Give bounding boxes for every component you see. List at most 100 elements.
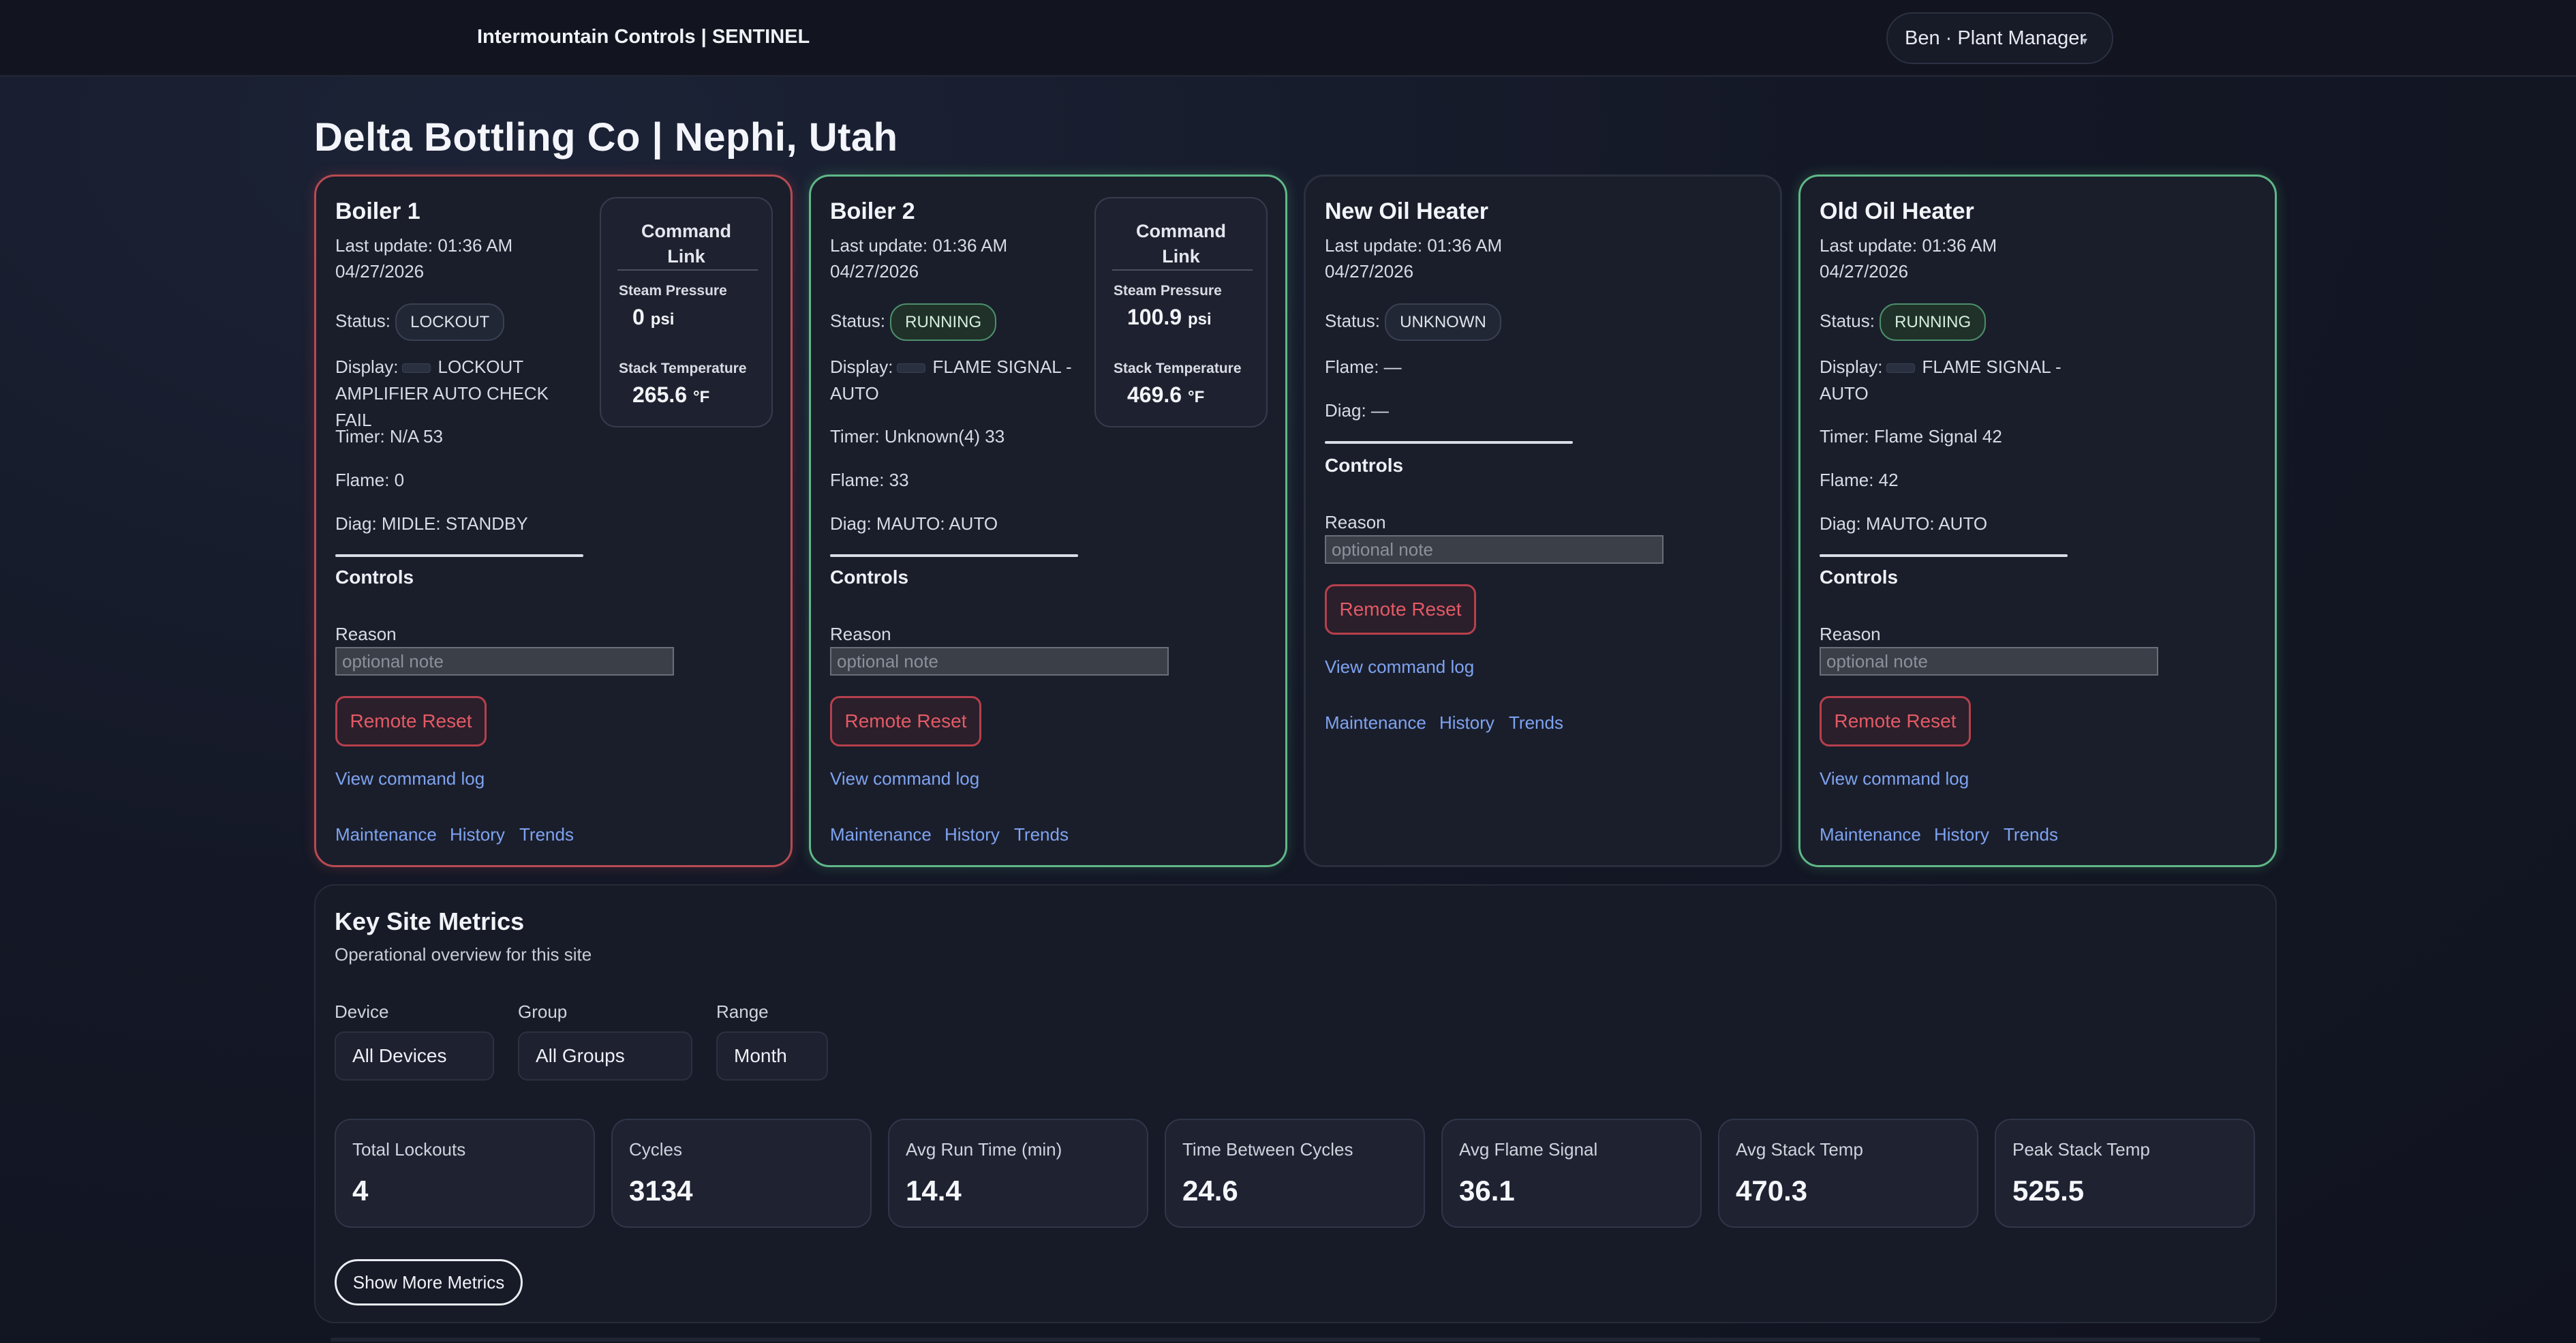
device-card-old-oil-heater: Old Oil Heater Last update: 01:36 AM 04/… [1798,175,2277,867]
remote-reset-button[interactable]: Remote Reset [1325,584,1476,635]
command-link-panel: Command Link Steam Pressure 0 psi Stack T… [600,197,773,427]
metric-value: 470.3 [1736,1175,1808,1207]
metric-tile-total-lockouts: Total Lockouts 4 [335,1119,595,1228]
trends-link[interactable]: Trends [2004,824,2058,845]
device-select[interactable]: All Devices [335,1031,494,1081]
divider [335,554,583,557]
controls-heading: Controls [335,567,414,588]
remote-reset-button[interactable]: Remote Reset [335,696,487,746]
metric-label: Avg Run Time (min) [906,1139,1062,1160]
status-row: Status: UNKNOWN [1325,303,1501,341]
history-link[interactable]: History [450,824,505,845]
show-more-metrics-button[interactable]: Show More Metrics [335,1259,523,1306]
history-link[interactable]: History [945,824,1000,845]
reason-label: Reason [830,624,891,644]
trends-link[interactable]: Trends [1509,712,1563,733]
device-card-boiler-2: Boiler 2 Last update: 01:36 AM 04/27/202… [809,175,1287,867]
display-indicator [897,363,926,374]
display-row: Display: FLAME SIGNAL - AUTO [1820,354,2072,407]
group-filter-label: Group [518,1001,568,1022]
reason-input[interactable] [830,647,1169,676]
maintenance-link[interactable]: Maintenance [1820,824,1921,845]
range-select[interactable]: Month [716,1031,828,1081]
view-command-log-link[interactable]: View command log [335,768,485,789]
reason-label: Reason [335,624,397,644]
controls-heading: Controls [1325,455,1404,476]
flame-text: Flame: 33 [830,470,909,490]
display-label: Display: [335,357,399,377]
divider [830,554,1078,557]
reason-input[interactable] [335,647,674,676]
stack-temperature-label: Stack Temperature [619,361,747,376]
history-link[interactable]: History [1439,712,1494,733]
metric-tile-cycles: Cycles 3134 [611,1119,872,1228]
display-row: Display: LOCKOUT AMPLIFIER AUTO CHECK FAI… [335,354,581,434]
view-command-log-link[interactable]: View command log [1820,768,1969,789]
trends-link[interactable]: Trends [519,824,574,845]
update-date: 04/27/2026 [1820,261,1909,282]
metric-value: 525.5 [2012,1175,2085,1207]
last-update: Last update: 01:36 AM [335,235,513,256]
next-section-edge [331,1338,2260,1342]
user-menu-button[interactable]: Ben · Plant Manager ▾ [1886,12,2113,64]
chevron-down-icon: ▾ [2081,35,2087,47]
metric-label: Avg Stack Temp [1736,1139,1863,1160]
status-label: Status: [335,310,390,331]
display-line-2: AMPLIFIER AUTO CHECK FAIL [335,383,549,430]
device-filter-label: Device [335,1001,389,1022]
metric-tile-avg-stack-temp: Avg Stack Temp 470.3 [1718,1119,1978,1228]
status-row: Status: RUNNING [1820,303,1987,341]
metric-value: 24.6 [1182,1175,1238,1207]
display-label: Display: [1820,357,1883,377]
status-label: Status: [1325,310,1380,331]
timer-text: Timer: Flame Signal 42 [1820,426,2002,447]
flame-text: Flame: 42 [1820,470,1899,490]
device-name: Boiler 2 [830,198,915,224]
top-bar: Intermountain Controls | SENTINEL Ben · … [0,0,2576,77]
flame-text: Flame: 0 [335,470,405,490]
history-link[interactable]: History [1934,824,1989,845]
metric-tile-avg-flame-signal: Avg Flame Signal 36.1 [1441,1119,1702,1228]
maintenance-link[interactable]: Maintenance [335,824,437,845]
trends-link[interactable]: Trends [1014,824,1069,845]
command-link-panel: Command Link Steam Pressure 100.9 psi Sta… [1094,197,1268,427]
device-name: Old Oil Heater [1820,198,1974,224]
status-badge: UNKNOWN [1385,303,1501,341]
metric-label: Total Lockouts [352,1139,466,1160]
metric-tile-time-between-cycles: Time Between Cycles 24.6 [1165,1119,1425,1228]
metric-tile-avg-run-time: Avg Run Time (min) 14.4 [888,1119,1148,1228]
metric-value: 14.4 [906,1175,962,1207]
metrics-subtitle: Operational overview for this site [335,944,592,965]
steam-pressure-value: 100.9 psi [1127,305,1212,329]
diag-text: Diag: MIDLE: STANDBY [335,513,528,534]
metrics-title: Key Site Metrics [335,907,525,935]
group-select[interactable]: All Groups [518,1031,692,1081]
remote-reset-button[interactable]: Remote Reset [1820,696,1971,746]
metric-value: 3134 [629,1175,693,1207]
status-badge: RUNNING [890,303,997,341]
reason-input[interactable] [1325,535,1663,564]
reason-input[interactable] [1820,647,2158,676]
last-update: Last update: 01:36 AM [1820,235,1997,256]
display-line-1: FLAME SIGNAL - [1922,357,2061,377]
command-link-divider [617,269,758,271]
timer-text: Timer: N/A 53 [335,426,443,447]
remote-reset-button[interactable]: Remote Reset [830,696,981,746]
view-command-log-link[interactable]: View command log [830,768,980,789]
reason-label: Reason [1820,624,1881,644]
last-update: Last update: 01:36 AM [1325,235,1503,256]
maintenance-link[interactable]: Maintenance [1325,712,1426,733]
update-date: 04/27/2026 [335,261,425,282]
status-row: Status: RUNNING [830,303,997,341]
metric-value: 36.1 [1459,1175,1515,1207]
key-site-metrics-panel: Key Site Metrics Operational overview fo… [314,884,2277,1323]
last-update: Last update: 01:36 AM [830,235,1008,256]
stack-temperature-label: Stack Temperature [1114,361,1242,376]
controls-heading: Controls [1820,567,1899,588]
metric-label: Time Between Cycles [1182,1139,1353,1160]
maintenance-link[interactable]: Maintenance [830,824,932,845]
brand-title: Intermountain Controls | SENTINEL [477,26,810,48]
flame-text: Flame: — [1325,357,1402,377]
view-command-log-link[interactable]: View command log [1325,657,1475,677]
display-line-1: FLAME SIGNAL - [932,357,1072,377]
